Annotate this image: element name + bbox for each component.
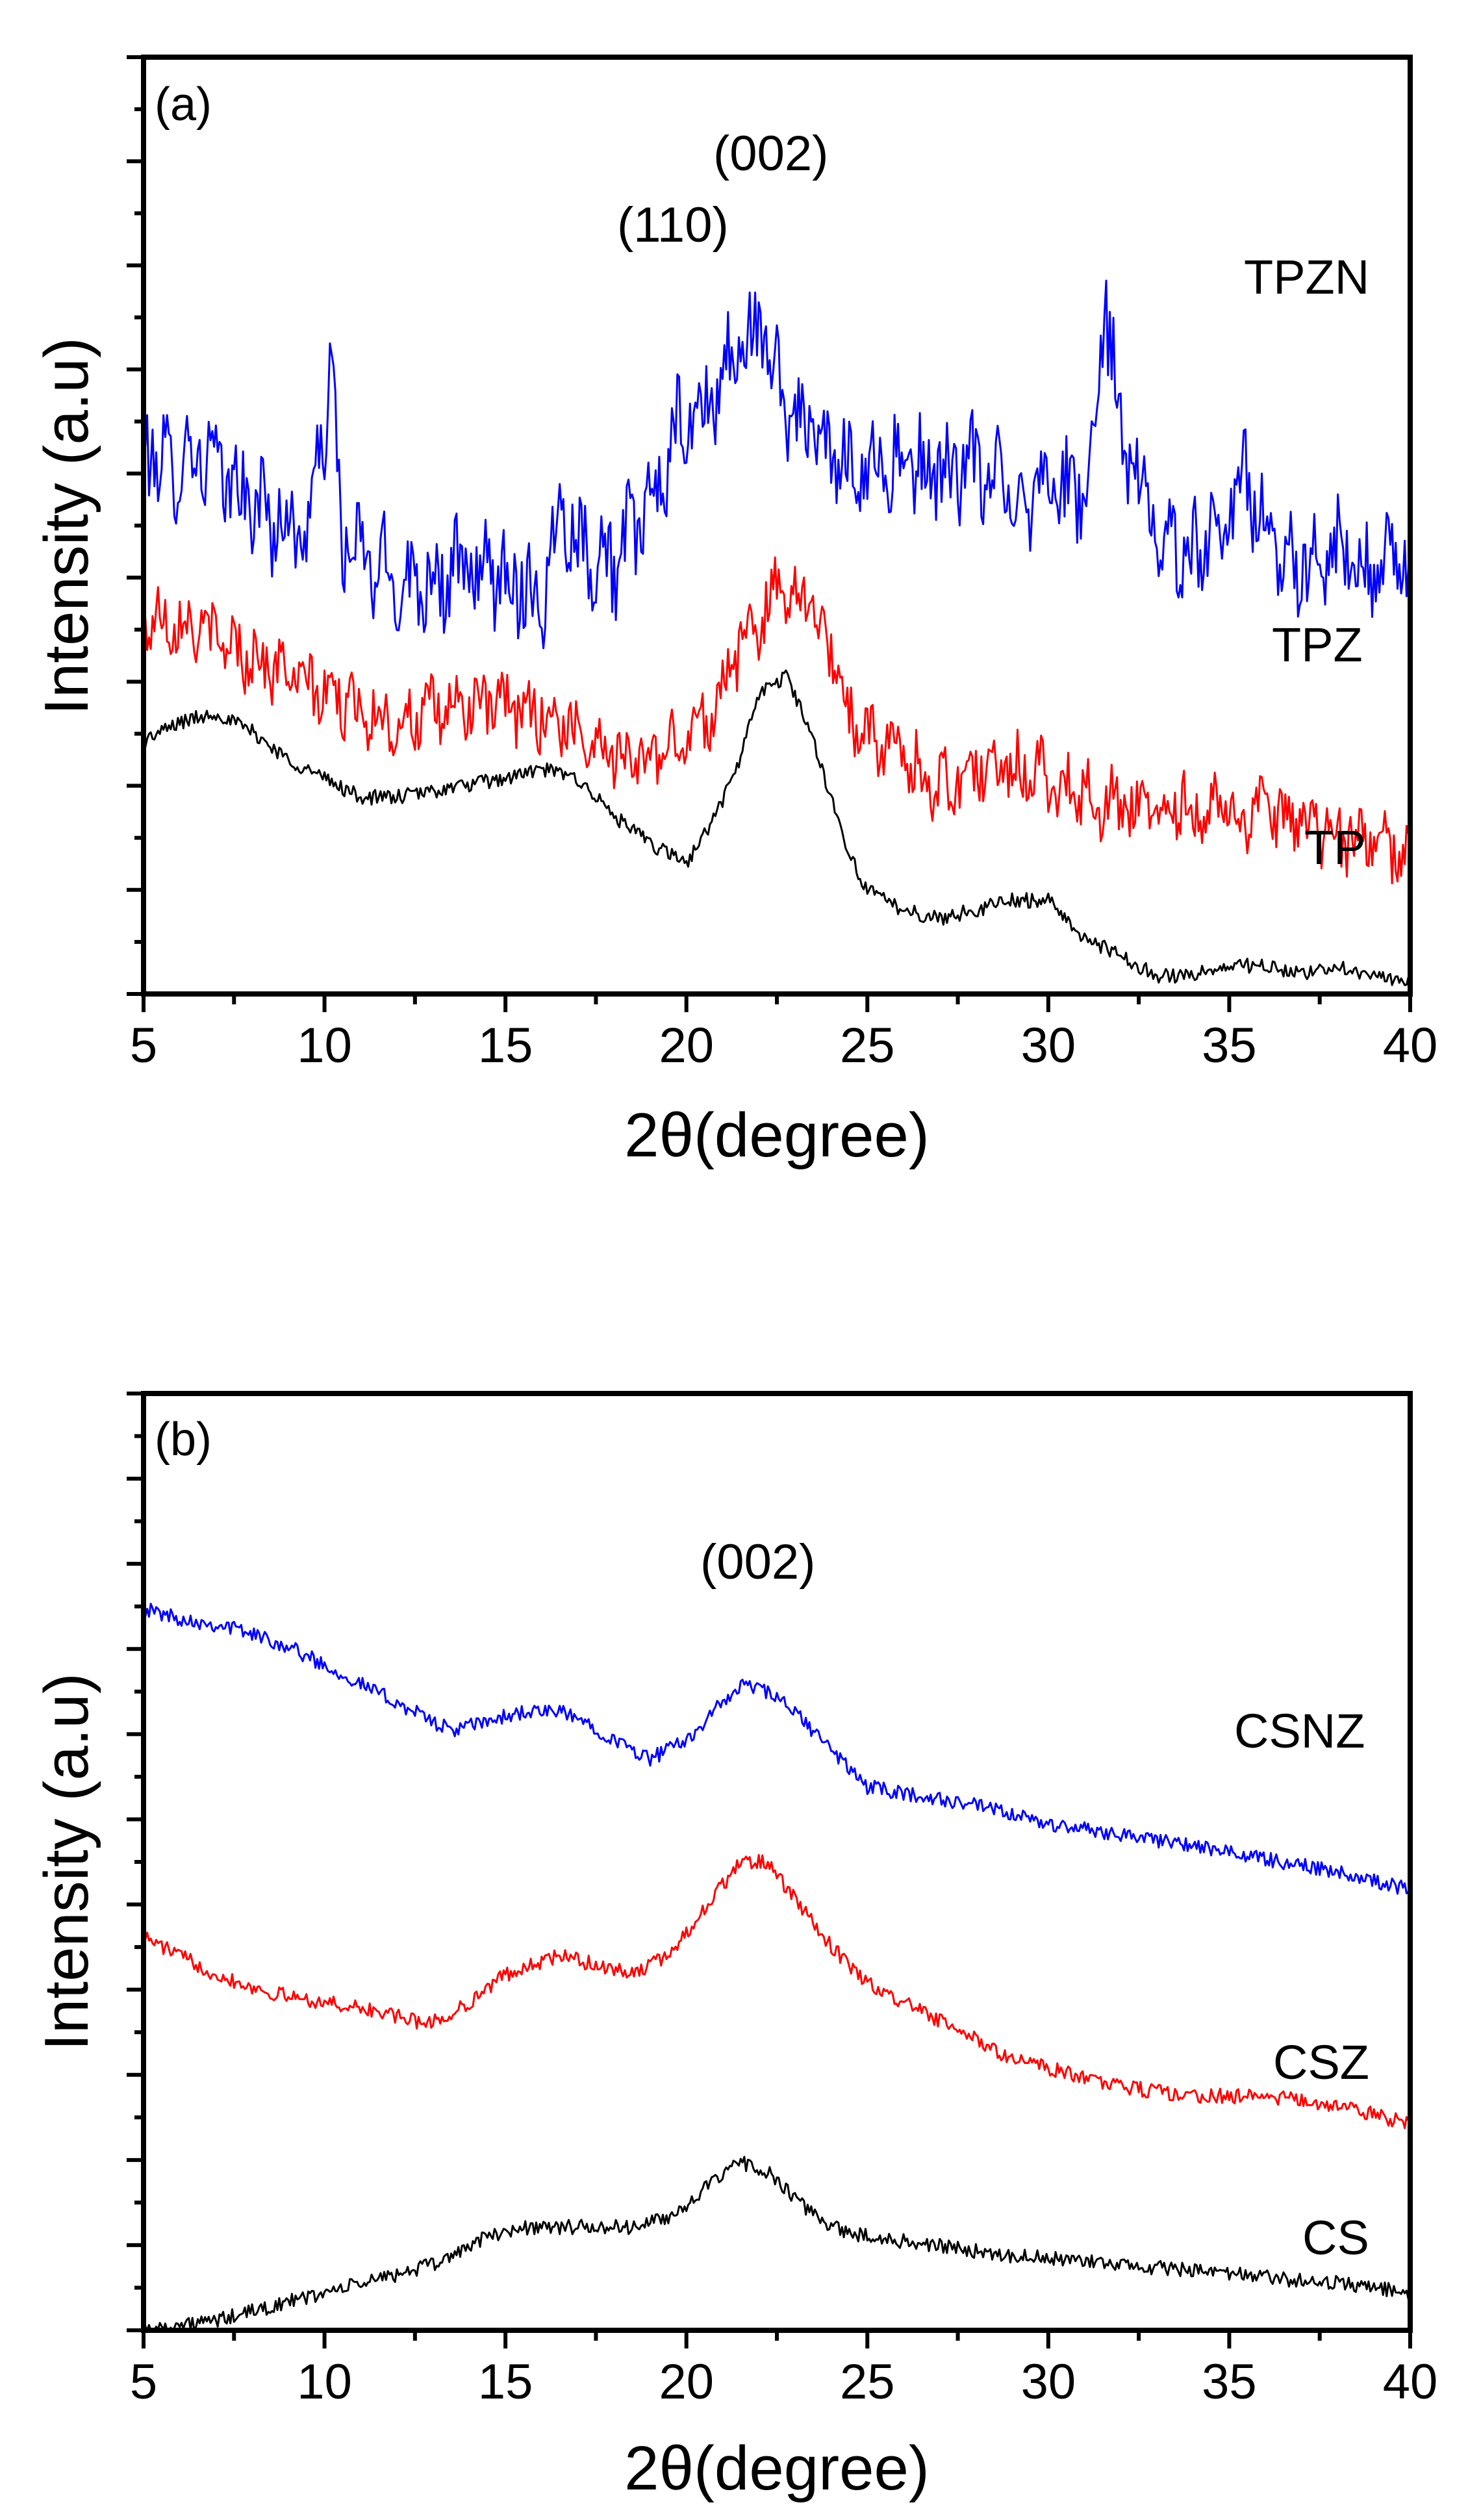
- series-line-tp: [142, 669, 1411, 986]
- series-line-tpz: [142, 556, 1411, 885]
- x-tick-label-25: 25: [840, 1018, 895, 1073]
- chart-panel-a: 5 10 15 20 25 30 35 40 (a) (110) (002) TPZN TPZ…: [32, 55, 1438, 1170]
- series-label-csnz: CSNZ: [1234, 1704, 1365, 1758]
- x-axis-title-a: 2θ(degree): [624, 1101, 930, 1170]
- series-label-tpzn: TPZN: [1244, 250, 1369, 304]
- x-tick-label-5: 5: [130, 2354, 157, 2410]
- peak-label-110: (110): [617, 197, 729, 253]
- plot-frame-a: [141, 55, 1413, 997]
- x-tick-label-25: 25: [840, 2354, 895, 2410]
- x-tick-label-10: 10: [297, 2354, 352, 2410]
- x-tick-label-15: 15: [478, 2354, 533, 2410]
- x-tick-label-20: 20: [659, 1018, 714, 1073]
- peak-label-002-b: (002): [700, 1534, 815, 1590]
- plot-frame-b: [141, 1391, 1413, 2333]
- panel-label-b: (b): [155, 1414, 212, 1466]
- x-tick-label-5: 5: [130, 1018, 157, 1073]
- x-tick-label-40: 40: [1383, 2354, 1438, 2410]
- series-label-tpz: TPZ: [1272, 618, 1363, 672]
- chart-panel-b: 5 10 15 20 25 30 35 40 (b) (002) CSNZ CSZ CS 2θ…: [32, 1391, 1438, 2503]
- series-line-csz: [142, 1853, 1411, 2130]
- series-line-tpzn: [142, 279, 1411, 650]
- x-tick-label-15: 15: [478, 1018, 533, 1073]
- x-axis-title-b: 2θ(degree): [624, 2434, 930, 2503]
- x-tick-label-10: 10: [297, 1018, 352, 1073]
- y-axis-title-b: Intensity (a.u): [32, 1673, 101, 2051]
- peak-label-002-a: (002): [713, 126, 828, 181]
- x-tick-label-20: 20: [659, 2354, 714, 2410]
- x-tick-label-35: 35: [1202, 1018, 1257, 1073]
- y-axis-title-a: Intensity (a.u): [32, 337, 101, 715]
- x-tick-label-30: 30: [1021, 2354, 1076, 2410]
- x-tick-label-30: 30: [1021, 1018, 1076, 1073]
- x-tick-label-40: 40: [1383, 1018, 1438, 1073]
- series-line-csnz: [143, 1603, 1411, 1895]
- series-label-tp: TP: [1304, 821, 1366, 874]
- series-label-csz: CSZ: [1273, 2035, 1369, 2089]
- x-tick-label-35: 35: [1202, 2354, 1257, 2410]
- series-line-cs: [142, 2156, 1411, 2332]
- panel-label-a: (a): [155, 79, 212, 131]
- series-label-cs: CS: [1302, 2211, 1369, 2265]
